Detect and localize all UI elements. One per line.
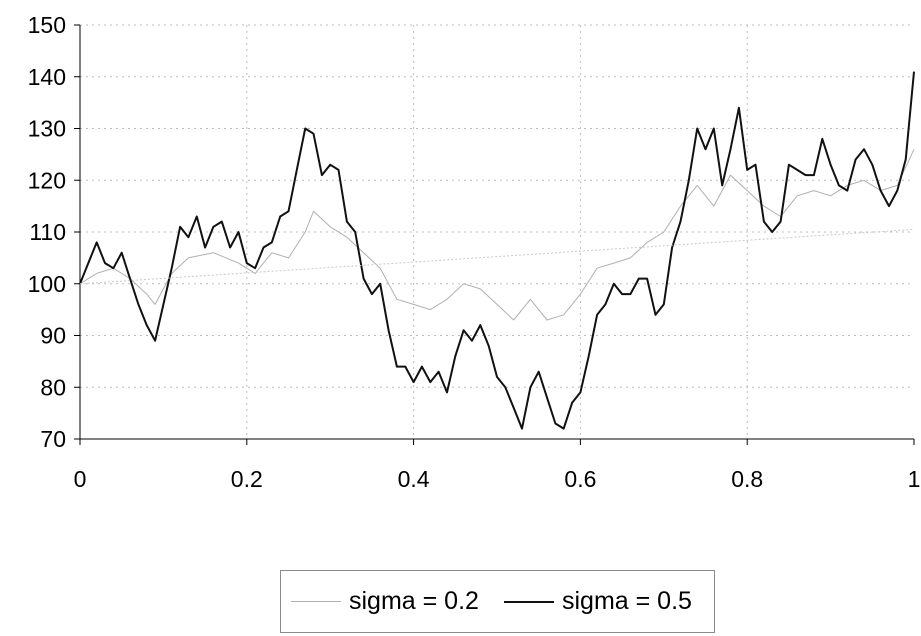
legend-swatch-sigma-0-2	[291, 601, 341, 602]
grid	[80, 24, 914, 439]
legend-swatch-sigma-0-5	[504, 600, 554, 603]
axes	[74, 24, 915, 445]
legend-item-sigma-0-5: sigma = 0.5	[504, 571, 692, 632]
tick-labels: 70 80 90 100 110 120 130 140 150 0 0.2 0.4 0.6 0.8 1	[28, 12, 921, 492]
y-tick-label: 110	[29, 219, 66, 245]
x-tick-label: 0.4	[398, 466, 430, 492]
series-line-sigma-0-5	[79, 71, 915, 430]
y-tick-label: 120	[28, 167, 66, 193]
x-tick-label: 0.2	[231, 466, 263, 492]
x-tick-label: 0.6	[564, 466, 596, 492]
line-chart: 70 80 90 100 110 120 130 140 150 0 0.2 0.4 0.6 0.8 1	[28, 12, 921, 492]
y-tick-label: 100	[28, 271, 66, 297]
legend: sigma = 0.2 sigma = 0.5	[280, 570, 715, 633]
legend-item-sigma-0-2: sigma = 0.2	[291, 571, 479, 632]
series-line-trend	[79, 228, 915, 285]
series-lines	[79, 71, 915, 430]
y-tick-label: 70	[40, 426, 66, 452]
legend-label-sigma-0-2: sigma = 0.2	[349, 587, 479, 615]
series-line-sigma-0-2	[79, 148, 915, 321]
y-tick-label: 140	[28, 64, 66, 90]
x-tick-label: 1	[908, 466, 921, 492]
legend-label-sigma-0-5: sigma = 0.5	[562, 587, 692, 615]
y-tick-label: 80	[40, 374, 66, 400]
x-tick-label: 0	[74, 466, 87, 492]
y-tick-label: 90	[40, 323, 66, 349]
y-tick-label: 150	[28, 12, 66, 38]
x-tick-label: 0.8	[731, 466, 763, 492]
y-tick-label: 130	[28, 116, 66, 142]
